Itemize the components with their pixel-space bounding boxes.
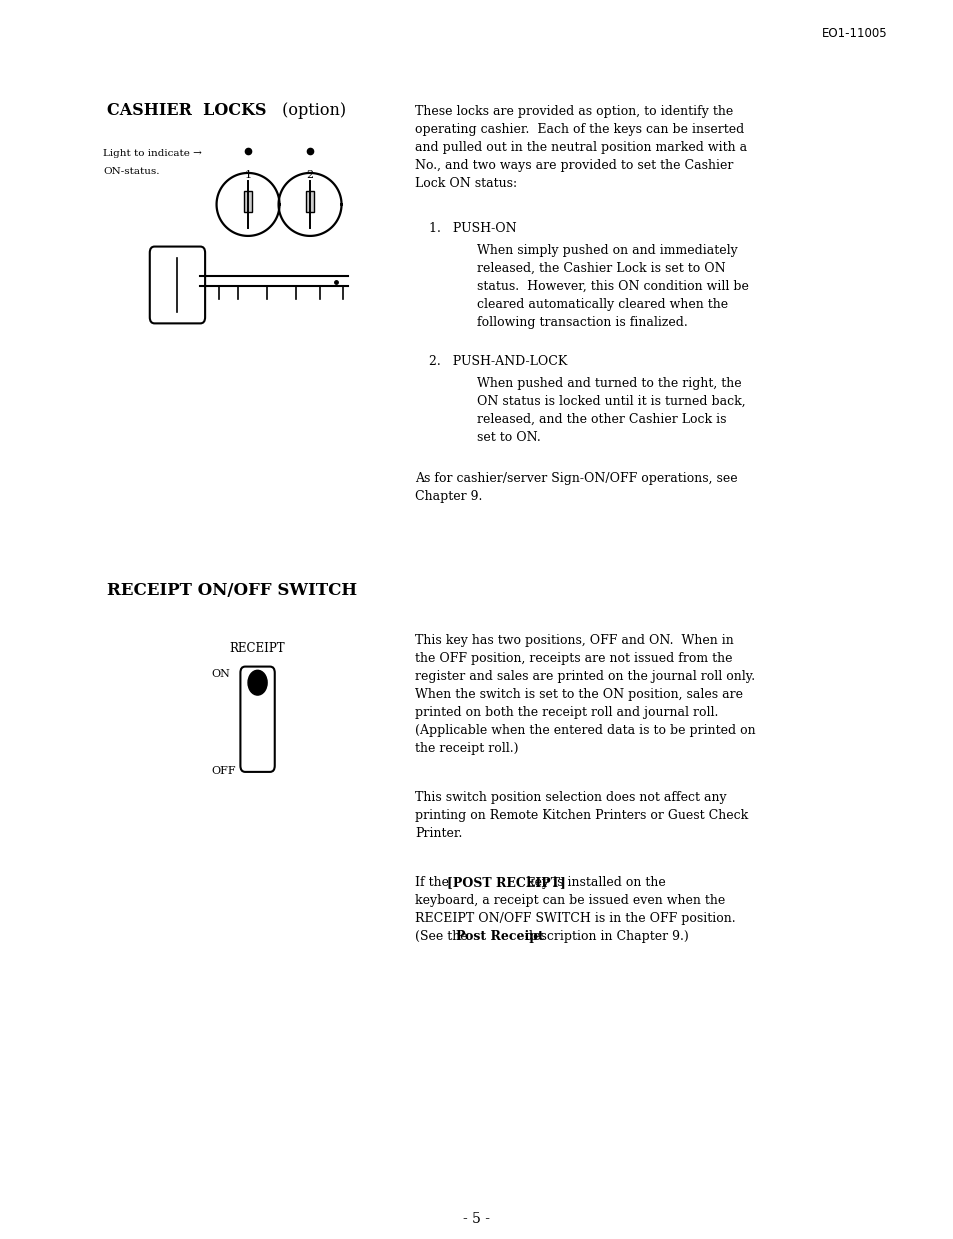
Text: ON status is locked until it is turned back,: ON status is locked until it is turned b… [476, 394, 745, 408]
Text: (option): (option) [276, 102, 345, 119]
Text: the OFF position, receipts are not issued from the: the OFF position, receipts are not issue… [415, 652, 732, 665]
Text: set to ON.: set to ON. [476, 431, 540, 444]
Text: These locks are provided as option, to identify the: These locks are provided as option, to i… [415, 105, 733, 118]
Text: [POST RECEIPT]: [POST RECEIPT] [446, 876, 565, 888]
Bar [306, 191, 314, 212]
Text: This switch position selection does not affect any: This switch position selection does not … [415, 790, 726, 804]
Text: Post Receipt: Post Receipt [456, 929, 543, 943]
Text: When pushed and turned to the right, the: When pushed and turned to the right, the [476, 377, 740, 389]
Text: When simply pushed on and immediately: When simply pushed on and immediately [476, 244, 737, 256]
Text: printed on both the receipt roll and journal roll.: printed on both the receipt roll and jou… [415, 706, 718, 719]
Text: RECEIPT: RECEIPT [230, 642, 285, 654]
Text: 2.   PUSH-AND-LOCK: 2. PUSH-AND-LOCK [429, 354, 567, 368]
Text: When the switch is set to the ON position, sales are: When the switch is set to the ON positio… [415, 688, 742, 701]
Text: ON: ON [212, 669, 231, 679]
Text: 1.   PUSH-ON: 1. PUSH-ON [429, 223, 517, 235]
Text: This key has two positions, OFF and ON.  When in: This key has two positions, OFF and ON. … [415, 634, 733, 647]
Text: following transaction is finalized.: following transaction is finalized. [476, 316, 687, 328]
Text: Lock ON status:: Lock ON status: [415, 177, 517, 190]
Text: Chapter 9.: Chapter 9. [415, 489, 482, 503]
Text: - 5 -: - 5 - [463, 1212, 490, 1225]
Text: No., and two ways are provided to set the Cashier: No., and two ways are provided to set th… [415, 159, 733, 172]
Text: description in Chapter 9.): description in Chapter 9.) [520, 929, 688, 943]
Text: As for cashier/server Sign-ON/OFF operations, see: As for cashier/server Sign-ON/OFF operat… [415, 472, 737, 484]
Text: key is installed on the: key is installed on the [522, 876, 665, 888]
Text: CASHIER  LOCKS: CASHIER LOCKS [107, 102, 266, 119]
Text: released, and the other Cashier Lock is: released, and the other Cashier Lock is [476, 413, 726, 425]
Bar [244, 191, 252, 212]
Text: 2: 2 [306, 170, 314, 180]
Text: Printer.: Printer. [415, 828, 462, 840]
Text: (See the: (See the [415, 929, 471, 943]
Text: ON-status.: ON-status. [103, 166, 159, 176]
Text: printing on Remote Kitchen Printers or Guest Check: printing on Remote Kitchen Printers or G… [415, 809, 747, 821]
Text: cleared automatically cleared when the: cleared automatically cleared when the [476, 299, 727, 311]
Text: register and sales are printed on the journal roll only.: register and sales are printed on the jo… [415, 670, 755, 683]
Text: RECEIPT ON/OFF SWITCH is in the OFF position.: RECEIPT ON/OFF SWITCH is in the OFF posi… [415, 912, 735, 924]
Text: released, the Cashier Lock is set to ON: released, the Cashier Lock is set to ON [476, 263, 725, 275]
Text: Light to indicate →: Light to indicate → [103, 149, 202, 157]
Text: status.  However, this ON condition will be: status. However, this ON condition will … [476, 280, 748, 292]
Text: operating cashier.  Each of the keys can be inserted: operating cashier. Each of the keys can … [415, 123, 743, 136]
Text: 1: 1 [244, 170, 252, 180]
Text: EO1-11005: EO1-11005 [821, 27, 886, 40]
Text: OFF: OFF [212, 766, 236, 776]
Text: the receipt roll.): the receipt roll.) [415, 742, 517, 755]
Text: keyboard, a receipt can be issued even when the: keyboard, a receipt can be issued even w… [415, 895, 724, 907]
Text: and pulled out in the neutral position marked with a: and pulled out in the neutral position m… [415, 141, 746, 154]
Circle shape [248, 670, 267, 695]
Text: If the: If the [415, 876, 453, 888]
Text: RECEIPT ON/OFF SWITCH: RECEIPT ON/OFF SWITCH [107, 582, 356, 600]
Text: (Applicable when the entered data is to be printed on: (Applicable when the entered data is to … [415, 724, 755, 737]
